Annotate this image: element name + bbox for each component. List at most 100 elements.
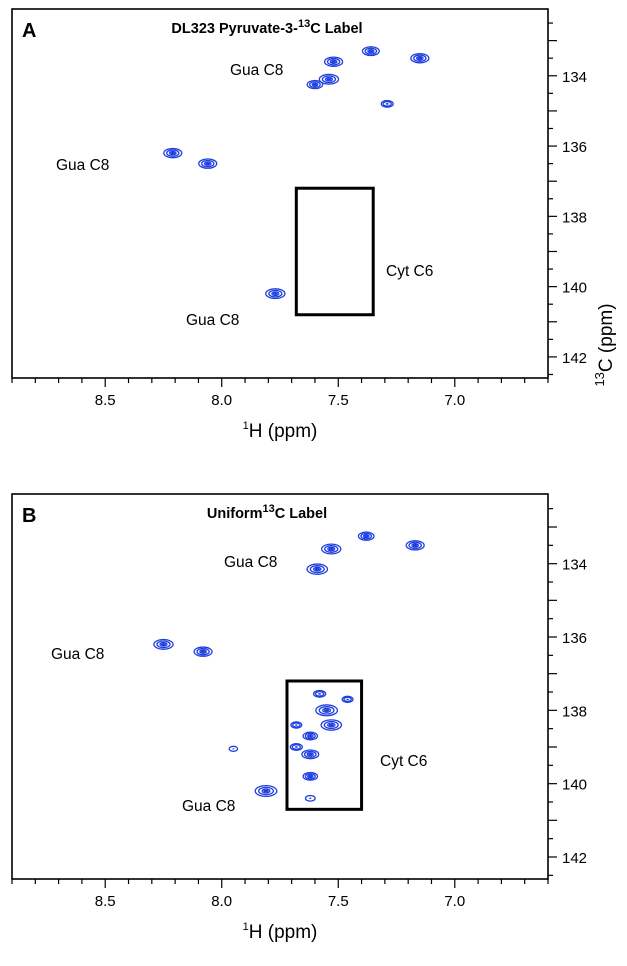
- peak-contour: [309, 565, 325, 574]
- peak-contour: [304, 794, 316, 802]
- peak: [193, 646, 213, 657]
- peak-core: [272, 292, 278, 295]
- peak-contour: [324, 76, 334, 82]
- peak-contour: [290, 721, 303, 729]
- peak-contour: [302, 731, 319, 741]
- peak-contour: [361, 46, 380, 57]
- peak-contour: [309, 81, 321, 88]
- peak-core: [294, 746, 298, 748]
- peak-contour: [415, 55, 424, 61]
- gua-c8-label: Gua C8: [230, 62, 283, 79]
- peak-contour: [329, 59, 338, 65]
- peak-contour: [343, 696, 352, 703]
- gua-c8-label: Gua C8: [56, 157, 109, 174]
- peak: [302, 731, 319, 741]
- peak: [321, 543, 342, 555]
- peak-core: [161, 643, 166, 646]
- peak-contour: [306, 752, 314, 757]
- peak-contour: [318, 706, 335, 715]
- peak-contour: [360, 532, 373, 540]
- y-axis-label: 13C (ppm): [592, 303, 617, 386]
- peak-contour: [304, 732, 316, 740]
- peak: [380, 99, 394, 108]
- peak-core: [328, 723, 334, 727]
- peak-contour: [198, 158, 218, 169]
- peak-contour: [327, 546, 336, 552]
- y-tick-label: 138: [562, 703, 587, 720]
- peak-contour: [271, 291, 280, 297]
- peak-contour: [367, 48, 375, 54]
- peak: [405, 540, 425, 551]
- peak-contour: [364, 47, 378, 55]
- peak-contour: [153, 638, 174, 650]
- gua-c8-label: Gua C8: [51, 646, 104, 663]
- peak-contour: [322, 707, 332, 713]
- peak-contour: [405, 540, 425, 551]
- y-tick-label: 142: [562, 850, 587, 867]
- peak-contour: [321, 543, 342, 555]
- gua-c8-label: Gua C8: [224, 554, 277, 571]
- y-tick-label: 138: [562, 209, 587, 226]
- peak-core: [331, 60, 336, 63]
- panel-A: 8.5 8.0 7.5 7.0 134 136 138 140 142 A DL323 Pyruva…: [11, 8, 587, 442]
- peak-contour: [156, 640, 171, 649]
- peak-contour: [304, 773, 316, 780]
- peak-core: [308, 735, 313, 737]
- peak-core: [200, 650, 206, 653]
- peak-core: [170, 151, 176, 155]
- peak-core: [308, 753, 313, 756]
- peak-core: [364, 535, 369, 538]
- peak: [289, 743, 303, 751]
- y-tick-label: 134: [562, 557, 587, 574]
- peak-core: [417, 57, 423, 60]
- peak-contour: [196, 647, 210, 656]
- panel-B: 8.5 8.0 7.5 7.0 134 136 138 140 142 B Uniform13C L…: [11, 493, 587, 943]
- peak-core: [232, 748, 235, 750]
- peak-contour: [362, 534, 370, 539]
- peak-contour: [321, 75, 337, 84]
- peak: [301, 749, 320, 760]
- y-tick-label: 140: [562, 777, 587, 794]
- peak-contour: [303, 750, 317, 758]
- peak-contour: [306, 79, 324, 90]
- peak-contour: [306, 563, 329, 575]
- x-tick-label: 7.5: [328, 893, 349, 910]
- cyt-c6-label: Cyt C6: [380, 753, 427, 770]
- peak-contour: [323, 720, 339, 730]
- peak-contour: [380, 99, 394, 108]
- peak-contour: [200, 159, 215, 168]
- peak-contour: [199, 649, 207, 654]
- peak: [410, 52, 430, 64]
- peak-contour: [324, 545, 339, 553]
- peak-core: [368, 50, 373, 53]
- peak: [315, 704, 339, 717]
- y-tick-label: 142: [562, 350, 587, 367]
- peak: [265, 288, 286, 300]
- x-tick-label: 7.0: [444, 893, 465, 910]
- cyt-c6-label: Cyt C6: [386, 263, 433, 280]
- peak-contour: [341, 695, 354, 704]
- peak-contour: [311, 82, 319, 87]
- peak-core: [263, 789, 269, 793]
- peak: [312, 689, 327, 698]
- peak: [318, 73, 340, 85]
- peak: [153, 638, 174, 650]
- peak: [341, 695, 354, 704]
- y-tick-label: 136: [562, 630, 587, 647]
- peak-contour: [168, 150, 177, 156]
- peak: [306, 79, 324, 90]
- panel-letter: A: [22, 20, 36, 42]
- x-tick-label: 8.0: [211, 392, 232, 409]
- plot-frame: [11, 493, 549, 880]
- x-axis-label: 1H (ppm): [243, 420, 318, 442]
- peak-contour: [265, 288, 286, 300]
- gua-c8-label: Gua C8: [186, 312, 239, 329]
- peak-contour: [382, 100, 392, 107]
- peak-contour: [228, 745, 239, 753]
- peak-core: [313, 83, 317, 86]
- peak: [304, 794, 316, 802]
- y-tick-label: 136: [562, 139, 587, 156]
- peak-contour: [320, 719, 343, 731]
- peak: [254, 784, 278, 798]
